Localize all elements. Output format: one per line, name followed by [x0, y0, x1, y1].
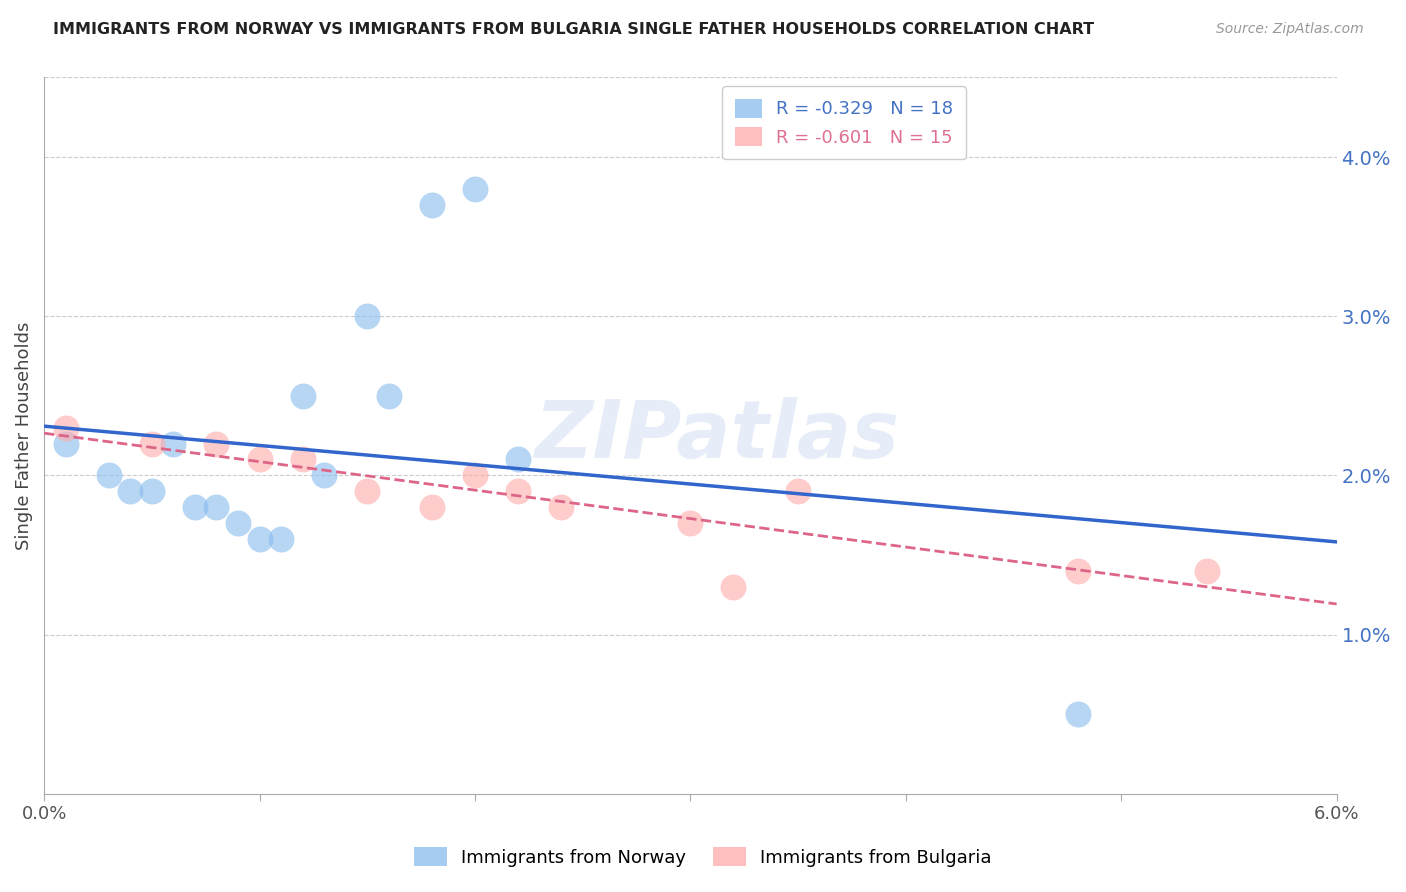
Point	[723, 580, 745, 594]
Point	[184, 500, 207, 515]
Point	[97, 468, 120, 483]
Point	[464, 182, 486, 196]
Point	[506, 452, 529, 467]
Y-axis label: Single Father Households: Single Father Households	[15, 321, 32, 549]
Point	[162, 436, 184, 450]
Point	[55, 436, 77, 450]
Point	[249, 532, 271, 546]
Point	[55, 420, 77, 434]
Point	[420, 500, 443, 515]
Point	[291, 452, 314, 467]
Point	[314, 468, 336, 483]
Legend: Immigrants from Norway, Immigrants from Bulgaria: Immigrants from Norway, Immigrants from …	[408, 840, 998, 874]
Legend: R = -0.329   N = 18, R = -0.601   N = 15: R = -0.329 N = 18, R = -0.601 N = 15	[721, 87, 966, 160]
Text: IMMIGRANTS FROM NORWAY VS IMMIGRANTS FROM BULGARIA SINGLE FATHER HOUSEHOLDS CORR: IMMIGRANTS FROM NORWAY VS IMMIGRANTS FRO…	[53, 22, 1094, 37]
Point	[787, 484, 810, 499]
Point	[291, 389, 314, 403]
Point	[378, 389, 401, 403]
Text: ZIPatlas: ZIPatlas	[534, 397, 898, 475]
Point	[464, 468, 486, 483]
Point	[226, 516, 249, 530]
Point	[506, 484, 529, 499]
Point	[1067, 564, 1090, 578]
Point	[1067, 707, 1090, 722]
Point	[249, 452, 271, 467]
Point	[550, 500, 572, 515]
Point	[1197, 564, 1219, 578]
Point	[356, 309, 378, 323]
Point	[679, 516, 702, 530]
Point	[120, 484, 142, 499]
Point	[270, 532, 292, 546]
Point	[205, 500, 228, 515]
Point	[141, 436, 163, 450]
Text: Source: ZipAtlas.com: Source: ZipAtlas.com	[1216, 22, 1364, 37]
Point	[420, 198, 443, 212]
Point	[356, 484, 378, 499]
Point	[141, 484, 163, 499]
Point	[205, 436, 228, 450]
